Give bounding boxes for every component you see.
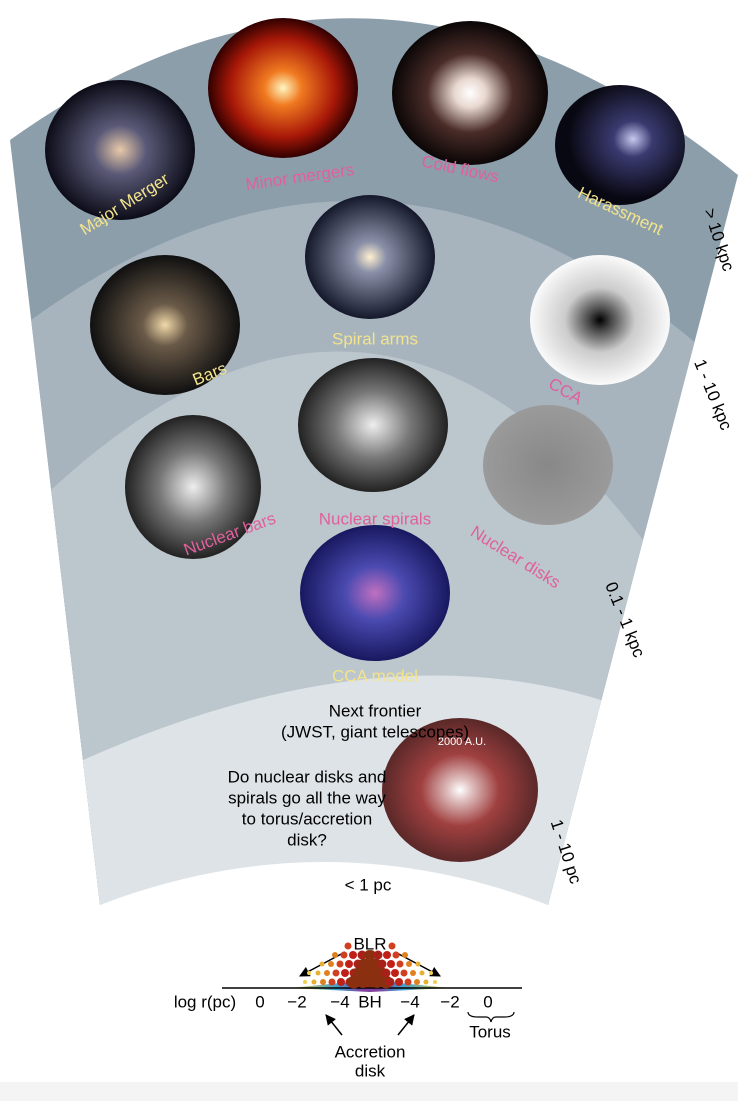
- scale-label: 1 - 10 kpc: [690, 356, 736, 433]
- panel-label: CCA model: [332, 666, 418, 685]
- blr-dot: [406, 961, 412, 967]
- blr-dot: [311, 979, 317, 985]
- accretion-label: Accretion: [335, 1042, 406, 1061]
- blr-dot: [349, 951, 357, 959]
- blr-dot: [400, 969, 408, 977]
- axis-label: log r(pc): [174, 992, 236, 1011]
- panel-label: Nuclear spirals: [319, 509, 431, 528]
- arrow: [397, 1014, 415, 1036]
- blr-dot: [423, 979, 429, 985]
- blr-dot: [362, 967, 374, 979]
- panel-image: [300, 525, 450, 661]
- blr-dot: [332, 952, 338, 958]
- blr-dot: [383, 951, 391, 959]
- blr-dot: [433, 980, 437, 984]
- torus-label: Torus: [469, 1022, 511, 1041]
- axis-tick: −4: [330, 992, 349, 1011]
- panel-image: [90, 255, 240, 395]
- inner-label: < 1 pc: [345, 875, 392, 894]
- blr-dot: [328, 978, 336, 986]
- blr-dot: [385, 977, 395, 987]
- axis-tick: −2: [440, 992, 459, 1011]
- blr-dot: [328, 961, 334, 967]
- blr-dot: [340, 951, 348, 959]
- frontier-title: (JWST, giant telescopes): [281, 722, 469, 741]
- axis-tick: −2: [287, 992, 306, 1011]
- blr-dot: [320, 979, 326, 985]
- blr-dot: [419, 970, 425, 976]
- panel-image: [125, 415, 261, 559]
- blr-dot: [347, 975, 361, 989]
- blr-dot: [429, 971, 433, 975]
- panel-image: [305, 195, 435, 319]
- blr-dot: [357, 950, 367, 960]
- blr-dot: [341, 969, 349, 977]
- blr-dot: [376, 977, 386, 987]
- axis-tick: −4: [400, 992, 419, 1011]
- blr-dot: [395, 978, 403, 986]
- blr-dot: [414, 979, 420, 985]
- panel-image: [208, 18, 358, 158]
- blr-dot: [358, 958, 370, 970]
- panel-image: [483, 405, 613, 525]
- axis-tick: 0: [483, 992, 492, 1011]
- axis-tick: 0: [255, 992, 264, 1011]
- blr-dot: [336, 960, 344, 968]
- blr-dot: [332, 969, 340, 977]
- blr-dot: [402, 952, 408, 958]
- blr-dot: [368, 959, 378, 969]
- arrow: [325, 1014, 343, 1036]
- blr-dot: [315, 970, 321, 976]
- blr-dot: [372, 968, 382, 978]
- blr-dot: [307, 971, 311, 975]
- blr-dot: [366, 976, 378, 988]
- frontier-question: Do nuclear disks and: [228, 767, 387, 786]
- frontier-title: Next frontier: [329, 701, 422, 720]
- blr-dot: [404, 978, 412, 986]
- blr-dot: [381, 968, 391, 978]
- panel-image: [45, 80, 195, 220]
- blr-label: BLR: [353, 934, 386, 953]
- blr-dot: [337, 978, 345, 986]
- panel-label: Spiral arms: [332, 329, 418, 348]
- blr-dot: [388, 942, 396, 950]
- blr-dot: [410, 970, 416, 976]
- frontier-question: to torus/accretion: [242, 809, 372, 828]
- footer-bar: [0, 1082, 738, 1101]
- blr-dot: [303, 980, 307, 984]
- blr-dot: [324, 970, 330, 976]
- agn-diagram: BLR log r(pc) 0 −2 −4 BH −4 −2 0 Torus Accretiondi…: [174, 934, 522, 1080]
- panel-image: [530, 255, 670, 385]
- blr-dot: [357, 976, 369, 988]
- frontier-question: spirals go all the way: [228, 788, 386, 807]
- images: [45, 18, 685, 862]
- frontier-image: [382, 718, 538, 862]
- panel-image: [298, 358, 448, 492]
- blr-dot: [391, 969, 399, 977]
- torus-brace: [467, 1011, 515, 1023]
- blr-dot: [396, 960, 404, 968]
- blr-dot: [377, 959, 387, 969]
- blr-dot: [319, 961, 325, 967]
- panel-image: [392, 21, 548, 165]
- blr-dot: [364, 950, 374, 960]
- frontier-question: disk?: [287, 830, 327, 849]
- blr-dot: [345, 960, 353, 968]
- blr-dot: [344, 942, 352, 950]
- panel-image: [555, 85, 685, 205]
- blr-dot: [392, 951, 400, 959]
- blr-dot: [353, 967, 365, 979]
- axis-tick: BH: [358, 992, 382, 1011]
- blr-dot: [387, 960, 395, 968]
- blr-dot: [415, 961, 421, 967]
- blr-dot: [373, 950, 383, 960]
- scale-bar-label: 2000 A.U.: [438, 736, 486, 748]
- accretion-label: disk: [355, 1061, 386, 1080]
